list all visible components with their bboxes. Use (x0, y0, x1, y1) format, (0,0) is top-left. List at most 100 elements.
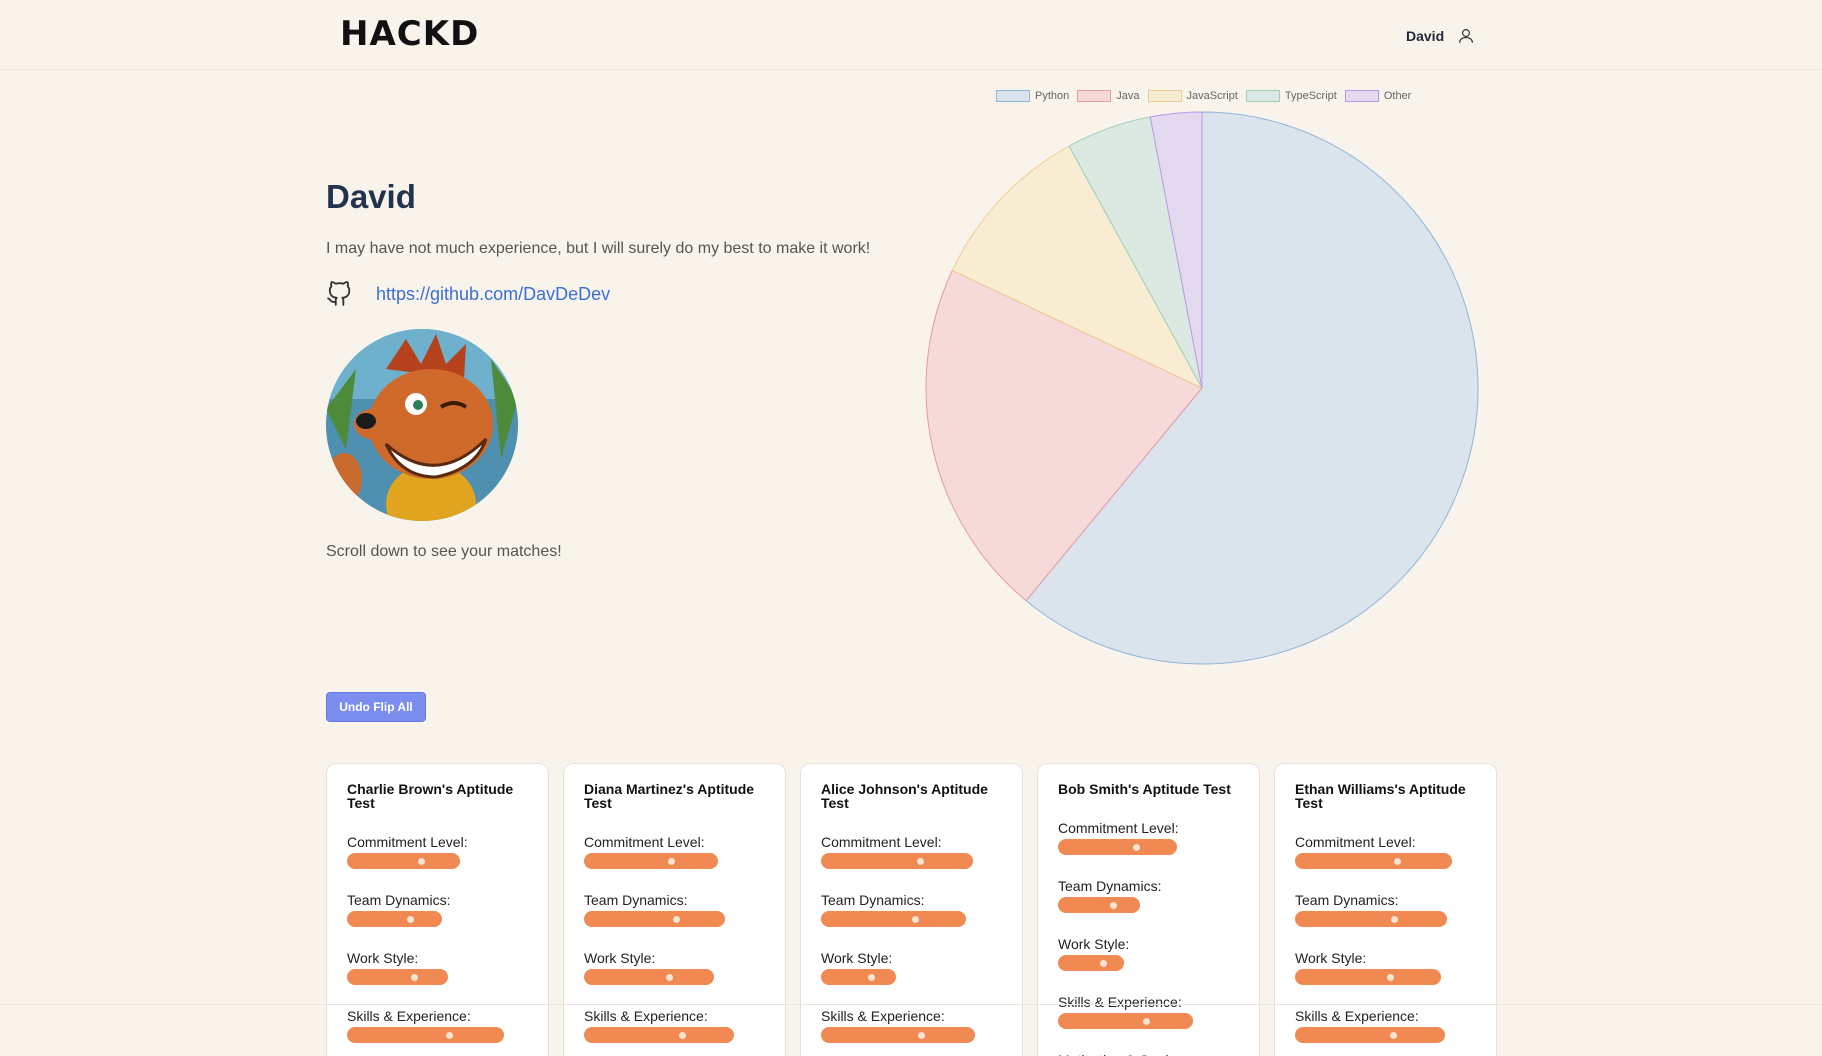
metric-bar (1295, 969, 1441, 985)
legend-item-other[interactable]: Other (1344, 90, 1412, 102)
github-icon (326, 280, 354, 308)
metric-bar (821, 853, 973, 869)
metric-bar-dot (679, 1032, 686, 1039)
metric-bar-dot (411, 974, 418, 981)
metric-bar (347, 911, 442, 927)
user-icon[interactable] (1452, 22, 1480, 50)
metric-label: Work Style: (584, 950, 656, 966)
metric-bar (1058, 897, 1140, 913)
app-logo[interactable]: HACKD (340, 14, 480, 54)
legend-swatch (1077, 90, 1112, 102)
metric-label: Team Dynamics: (1295, 892, 1399, 908)
profile-avatar (326, 329, 518, 521)
metric-bar-dot (668, 858, 675, 865)
metric-bar-dot (407, 916, 414, 923)
pie-slice-javascript[interactable] (951, 145, 1204, 390)
metric-bar-dot (673, 916, 680, 923)
metric-bar (584, 911, 725, 927)
aptitude-card[interactable]: Ethan Williams's Aptitude Test Commitment… (1274, 763, 1497, 1056)
profile-bio: I may have not much experience, but I wi… (326, 240, 871, 257)
legend-label: Other (1383, 90, 1412, 102)
metric-label: Work Style: (1058, 936, 1130, 952)
metric-bar (1058, 839, 1177, 855)
metric-label: Team Dynamics: (584, 892, 688, 908)
metric-bar (821, 911, 966, 927)
metric-bar-dot (1143, 1018, 1150, 1025)
metric-bar (584, 853, 718, 869)
metric-bar-dot (446, 1032, 453, 1039)
metric-label: Skills & Experience: (584, 1008, 708, 1024)
chart-legend: Python Java JavaScript TypeScript Other (996, 90, 1411, 102)
aptitude-card[interactable]: Diana Martinez's Aptitude Test Commitment… (563, 763, 786, 1056)
legend-label: Java (1116, 90, 1140, 102)
metric-bar-dot (1390, 1032, 1397, 1039)
metric-bar (347, 1027, 504, 1043)
metric-bar (1295, 1027, 1445, 1043)
metric-bar (821, 969, 896, 985)
legend-swatch (1147, 90, 1182, 102)
metric-bar-dot (1394, 858, 1401, 865)
metric-bar (1058, 955, 1124, 971)
user-menu[interactable]: David (1406, 22, 1480, 50)
card-title: Bob Smith's Aptitude Test (1058, 781, 1231, 797)
legend-label: Python (1035, 90, 1070, 102)
aptitude-card[interactable]: Bob Smith's Aptitude Test Commitment Leve… (1037, 763, 1260, 1056)
metric-bar-dot (1110, 902, 1117, 909)
pie-slice-java[interactable] (925, 269, 1203, 602)
card-title: Charlie Brown's Aptitude Test (347, 781, 514, 811)
github-link[interactable]: https://github.com/DavDeDev (376, 283, 611, 304)
metric-bar (1295, 911, 1447, 927)
aptitude-card[interactable]: Charlie Brown's Aptitude Test Commitment … (326, 763, 549, 1056)
pie-slice-other[interactable] (1149, 111, 1203, 389)
github-row: https://github.com/DavDeDev (326, 280, 610, 308)
metric-label: Commitment Level: (1295, 834, 1416, 850)
metric-bar-dot (418, 858, 425, 865)
metric-bar-dot (1391, 916, 1398, 923)
metric-bar (1058, 1013, 1193, 1029)
metric-bar (347, 853, 460, 869)
metric-bar-dot (666, 974, 673, 981)
metric-label: Skills & Experience: (1295, 1008, 1419, 1024)
language-pie-chart (925, 111, 1479, 665)
card-title: Alice Johnson's Aptitude Test (821, 781, 988, 811)
top-navbar: HACKD David (0, 0, 1822, 70)
card-title: Diana Martinez's Aptitude Test (584, 781, 755, 811)
metric-bar-dot (918, 1032, 925, 1039)
user-name[interactable]: David (1406, 28, 1445, 44)
metric-label: Team Dynamics: (821, 892, 925, 908)
metric-bar-dot (912, 916, 919, 923)
profile-name: David (326, 178, 416, 215)
metric-label: Commitment Level: (347, 834, 468, 850)
metric-label: Skills & Experience: (1058, 994, 1182, 1010)
metric-label: Team Dynamics: (1058, 878, 1162, 894)
legend-item-python[interactable]: Python (996, 90, 1069, 102)
metric-bar-dot (917, 858, 924, 865)
legend-swatch (996, 90, 1030, 102)
undo-flip-all-button[interactable]: Undo Flip All (326, 692, 426, 722)
metric-label: Work Style: (821, 950, 893, 966)
metric-bar-dot (1100, 960, 1107, 967)
metric-bar (821, 1027, 975, 1043)
metric-bar (584, 1027, 734, 1043)
metric-label: Commitment Level: (821, 834, 942, 850)
metric-label: Skills & Experience: (821, 1008, 945, 1024)
metric-label: Skills & Experience: (347, 1008, 471, 1024)
metric-label: Commitment Level: (584, 834, 705, 850)
aptitude-card[interactable]: Alice Johnson's Aptitude Test Commitment … (800, 763, 1023, 1056)
metric-bar (347, 969, 448, 985)
pie-slice-python[interactable] (1025, 111, 1479, 665)
metric-label: Commitment Level: (1058, 820, 1179, 836)
footer-divider (0, 1004, 1822, 1005)
metric-bar-dot (1387, 974, 1394, 981)
metric-bar (1295, 853, 1452, 869)
scroll-hint: Scroll down to see your matches! (326, 543, 562, 560)
legend-item-javascript[interactable]: JavaScript (1147, 90, 1238, 102)
legend-item-typescript[interactable]: TypeScript (1245, 90, 1337, 102)
metric-bar-dot (1133, 844, 1140, 851)
legend-swatch (1245, 90, 1280, 102)
legend-label: JavaScript (1186, 90, 1238, 102)
metric-label: Motivation & Goals: (1058, 1052, 1239, 1056)
metric-label: Team Dynamics: (347, 892, 451, 908)
legend-item-java[interactable]: Java (1077, 90, 1140, 102)
card-title: Ethan Williams's Aptitude Test (1295, 781, 1466, 811)
